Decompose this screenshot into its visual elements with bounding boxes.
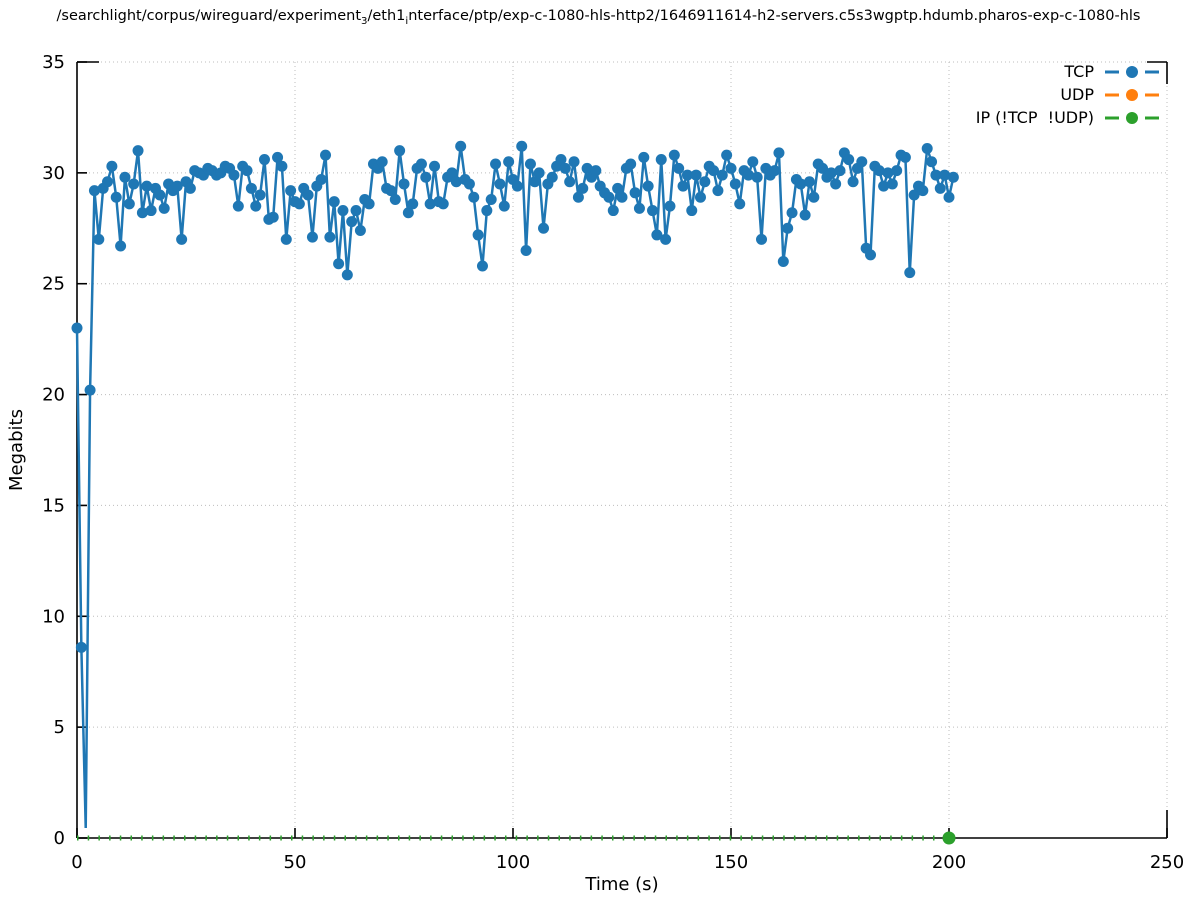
svg-text:20: 20	[42, 385, 65, 406]
svg-text:25: 25	[42, 274, 65, 295]
legend-item-ip: IP (!TCP !UDP)	[976, 108, 1160, 127]
svg-text:0: 0	[54, 828, 65, 849]
udp-legend-sample-icon	[1105, 88, 1159, 101]
svg-text:250: 250	[1150, 852, 1184, 873]
legend-item-udp: UDP	[1060, 85, 1160, 104]
svg-text:50: 50	[284, 852, 307, 873]
svg-text:150: 150	[714, 852, 748, 873]
ip-legend-sample-icon	[1105, 111, 1159, 124]
legend-item-tcp: TCP	[1064, 62, 1160, 81]
svg-text:100: 100	[496, 852, 530, 873]
x-axis-label: Time (s)	[584, 874, 658, 895]
svg-text:35: 35	[42, 52, 65, 73]
svg-text:30: 30	[42, 163, 65, 184]
legend-label-tcp: TCP	[1064, 62, 1094, 81]
y-axis-label: Megabits	[6, 409, 27, 491]
svg-text:5: 5	[54, 717, 65, 738]
svg-text:10: 10	[42, 606, 65, 627]
svg-text:15: 15	[42, 495, 65, 516]
legend: TCP UDP IP (!TCP !UDP)	[976, 62, 1160, 127]
svg-text:0: 0	[71, 852, 82, 873]
chart-title: /searchlight/corpus/wireguard/experiment…	[56, 8, 1141, 27]
legend-label-udp: UDP	[1060, 85, 1094, 104]
svg-text:200: 200	[932, 852, 966, 873]
legend-label-ip: IP (!TCP !UDP)	[975, 108, 1094, 127]
tcp-legend-sample-icon	[1105, 65, 1159, 78]
